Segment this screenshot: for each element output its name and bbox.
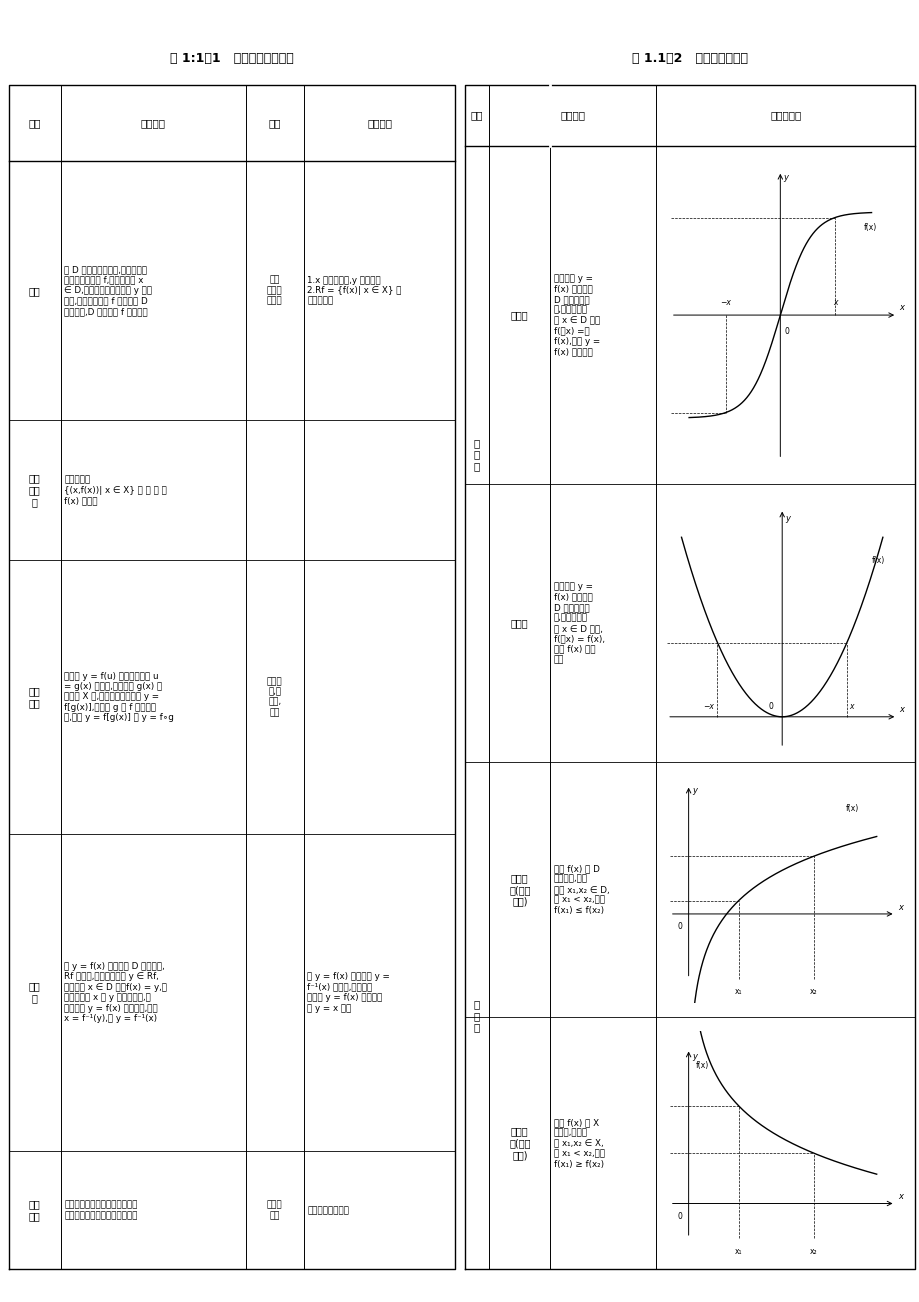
Text: 单调上
升(单调
递增): 单调上 升(单调 递增) — [508, 874, 530, 906]
Text: 函数 f(x) 在 X
上定义,对任意
的 x₁,x₂ ∈ X,
且 x₁ < x₂,均有
f(x₁) ≥ f(x₂): 函数 f(x) 在 X 上定义,对任意 的 x₁,x₂ ∈ X, 且 x₁ < … — [553, 1118, 605, 1169]
Text: 设 y = f(x) 为定义在 D 上的函数,
Rf 为值域,如果对任意的 y ∈ Rf,
有惟一的 x ∈ D 使得f(x) = y,这
其实确定了 x 为 : 设 y = f(x) 为定义在 D 上的函数, Rf 为值域,如果对任意的 y … — [64, 962, 167, 1023]
Text: y: y — [782, 173, 788, 182]
Text: 补充说明: 补充说明 — [367, 118, 391, 128]
Text: 反函
数: 反函 数 — [29, 982, 40, 1004]
Text: 奇
偶
性: 奇 偶 性 — [473, 437, 480, 471]
Text: −x: −x — [720, 298, 731, 307]
Text: x: x — [898, 704, 903, 713]
Text: 0: 0 — [784, 327, 789, 336]
Text: 平面上点集
{(x,f(x))| x ∈ X} 称 为 函 数
f(x) 的图形: 平面上点集 {(x,f(x))| x ∈ X} 称 为 函 数 f(x) 的图形 — [64, 475, 167, 505]
Text: x: x — [898, 1191, 902, 1200]
Text: x₁: x₁ — [734, 1246, 742, 1255]
Text: 定　　义: 定 义 — [560, 111, 584, 121]
Text: y: y — [691, 1052, 696, 1061]
Text: 定　　义: 定 义 — [141, 118, 165, 128]
Text: 有限次
复合: 有限次 复合 — [267, 1200, 282, 1220]
Text: 如果函数 y =
f(x) 的定义域
D 关于原点对
称,并且对任意
的 x ∈ D 均有
f(－x) =－
f(x),则称 y =
f(x) 为奇函数: 如果函数 y = f(x) 的定义域 D 关于原点对 称,并且对任意 的 x ∈… — [553, 275, 599, 355]
Text: 奇函数: 奇函数 — [510, 310, 528, 320]
Text: 0: 0 — [767, 702, 772, 711]
Text: 1.x 称为自变量,y 为因变量
2.Rf = {f(x)| x ∈ X} 为
函数的值域: 1.x 称为自变量,y 为因变量 2.Rf = {f(x)| x ∈ X} 为 … — [307, 276, 402, 306]
Text: y: y — [691, 786, 696, 796]
Text: 基本初等函数见后: 基本初等函数见后 — [307, 1206, 349, 1215]
Text: 单
调
性: 单 调 性 — [473, 1000, 480, 1032]
Text: −x: −x — [702, 702, 713, 711]
Text: 如果函数 y =
f(x) 的定义域
D 关于原点对
称,并且对任意
的 x ∈ D 均有,
f(－x) = f(x),
则称 f(x) 为偶
函数: 如果函数 y = f(x) 的定义域 D 关于原点对 称,并且对任意 的 x ∈… — [553, 582, 605, 664]
Text: 表 1:1－1   函数及相关的定义: 表 1:1－1 函数及相关的定义 — [170, 52, 294, 65]
Text: 函数
的图
形: 函数 的图 形 — [29, 474, 40, 506]
Text: f(x): f(x) — [845, 805, 857, 814]
Text: 对应规
则,定
义域,
值域: 对应规 则,定 义域, 值域 — [267, 677, 282, 717]
Text: x: x — [848, 702, 852, 711]
Text: x: x — [898, 902, 902, 911]
Text: 要点: 要点 — [268, 118, 280, 128]
Text: 函数: 函数 — [29, 285, 40, 296]
Text: 单调下
降(单调
递减): 单调下 降(单调 递减) — [508, 1126, 530, 1160]
Text: 0: 0 — [676, 922, 682, 931]
Text: 表 1.1－2   函数的几种特性: 表 1.1－2 函数的几种特性 — [631, 52, 747, 65]
Text: x₂: x₂ — [810, 987, 817, 996]
Text: 函数 f(x) 在 D
上有定义,对任
意的 x₁,x₂ ∈ D,
且 x₁ < x₂,均有
f(x₁) ≤ f(x₂): 函数 f(x) 在 D 上有定义,对任 意的 x₁,x₂ ∈ D, 且 x₁ <… — [553, 865, 609, 915]
Text: 名称: 名称 — [28, 118, 41, 128]
Text: 0: 0 — [676, 1212, 682, 1221]
Text: 图例或说明: 图例或说明 — [769, 111, 800, 121]
Text: 对应
规则、
定义域: 对应 规则、 定义域 — [267, 276, 282, 306]
Text: x₁: x₁ — [734, 987, 742, 996]
Text: 当 y = f(x) 反函数用 y =
f⁻¹(x) 表示时,其图像与
原函数 y = f(x) 的图像关
于 y = x 对称: 当 y = f(x) 反函数用 y = f⁻¹(x) 表示时,其图像与 原函数 … — [307, 973, 390, 1013]
Text: 初等
函数: 初等 函数 — [29, 1199, 40, 1221]
Text: f(x): f(x) — [871, 556, 884, 565]
Text: 复合
函数: 复合 函数 — [29, 686, 40, 708]
Text: x: x — [898, 303, 903, 312]
Text: y: y — [784, 514, 789, 523]
Text: f(x): f(x) — [863, 223, 877, 232]
Text: f(x): f(x) — [696, 1061, 709, 1070]
Text: 偶函数: 偶函数 — [510, 618, 528, 628]
Text: 基本初等函数经过有限次的四则
运算及复合运算后所得到的函数: 基本初等函数经过有限次的四则 运算及复合运算后所得到的函数 — [64, 1200, 138, 1220]
Text: x: x — [832, 298, 836, 307]
Text: 设函数 y = f(u) 的定义域包含 u
= g(x) 的值域,则在函数 g(x) 的
定义域 X 上,可以确定一个函数 y =
f[g(x)],称之为 g : 设函数 y = f(u) 的定义域包含 u = g(x) 的值域,则在函数 g(… — [64, 672, 174, 723]
Text: x₂: x₂ — [810, 1246, 817, 1255]
Text: 设 D 是一个非常集合,若按照某一
确定的对应法则 f,对于每一个 x
∈ D,都有惟一确定的实数 y 与之
对应,则称对应法则 f 是定义在 D
上的函数,D: 设 D 是一个非常集合,若按照某一 确定的对应法则 f,对于每一个 x ∈ D,… — [64, 266, 153, 316]
Text: 性质: 性质 — [471, 111, 482, 121]
